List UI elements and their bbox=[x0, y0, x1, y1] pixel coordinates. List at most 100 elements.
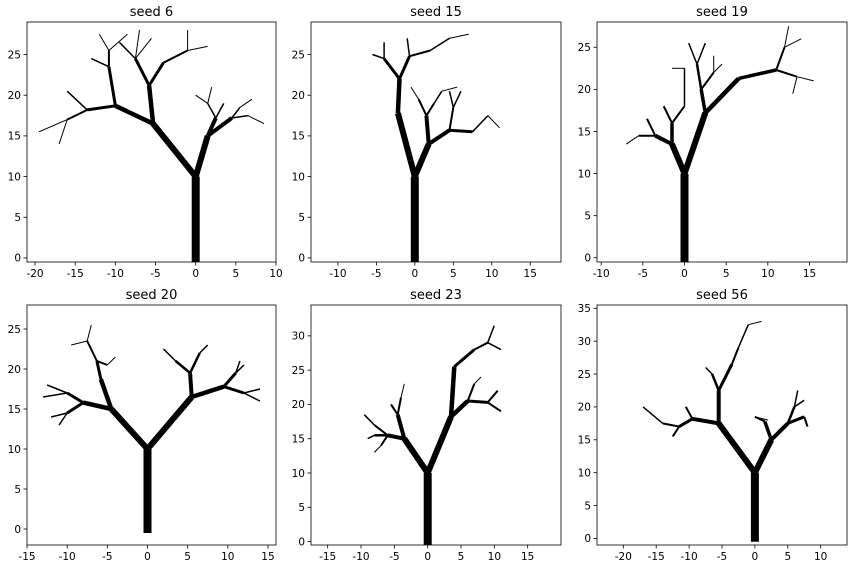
tree-branch bbox=[700, 71, 715, 90]
tree-branch bbox=[730, 347, 740, 365]
y-tick-label: 20 bbox=[578, 84, 591, 96]
tree-branch bbox=[716, 421, 758, 475]
y-tick-label: 20 bbox=[292, 399, 305, 411]
x-tick-label: 5 bbox=[723, 268, 730, 280]
y-tick-label: 30 bbox=[578, 336, 591, 348]
tree-branch bbox=[243, 392, 261, 402]
tree bbox=[363, 325, 502, 545]
tree-branch bbox=[188, 372, 194, 398]
tree-branch bbox=[98, 378, 114, 410]
tree-panel: -10 -5 0 5 10 15 0 5 10 15 20 25 seed 15 bbox=[292, 5, 562, 280]
tree-branch bbox=[471, 115, 489, 133]
tree-branch bbox=[775, 46, 786, 71]
tree-branch bbox=[86, 324, 92, 342]
tree-branch bbox=[82, 400, 112, 412]
tree-branch bbox=[38, 119, 68, 133]
tree-branch bbox=[66, 109, 88, 121]
tree-branch bbox=[738, 68, 777, 81]
tree-branch bbox=[669, 142, 688, 175]
tree-branch bbox=[671, 105, 686, 124]
x-tick-label: 5 bbox=[232, 268, 239, 280]
tree-branch bbox=[433, 90, 443, 104]
x-tick-label: -10 bbox=[59, 551, 76, 563]
tree-branch bbox=[363, 414, 375, 426]
x-tick-label: 0 bbox=[424, 551, 431, 563]
tree-branch bbox=[793, 390, 799, 408]
y-tick-label: 15 bbox=[8, 131, 21, 143]
tree-branch bbox=[109, 406, 150, 452]
tree-branch bbox=[86, 340, 98, 362]
tree-branch bbox=[748, 320, 762, 326]
x-tick-label: -5 bbox=[150, 268, 160, 280]
tree-branch bbox=[681, 111, 709, 175]
tree-branch bbox=[163, 49, 189, 64]
x-tick-label: 0 bbox=[412, 268, 419, 280]
tree-branch bbox=[449, 128, 473, 134]
tree bbox=[42, 324, 261, 533]
y-tick-label: 25 bbox=[292, 365, 305, 377]
tree-branch bbox=[662, 422, 680, 428]
x-tick-label: -5 bbox=[638, 268, 648, 280]
tree-branch bbox=[699, 89, 708, 114]
axes-frame bbox=[310, 21, 562, 263]
panel-title: seed 56 bbox=[696, 288, 748, 303]
tree-branch bbox=[754, 416, 769, 421]
tree-branch bbox=[86, 104, 116, 112]
tree-branch bbox=[406, 38, 411, 57]
tree-branch bbox=[207, 103, 217, 119]
y-tick-label: 25 bbox=[578, 42, 591, 54]
tree-branch bbox=[215, 103, 225, 119]
tree-branch bbox=[763, 420, 773, 441]
tree-branch bbox=[235, 360, 241, 374]
tree-branch bbox=[382, 57, 401, 80]
x-tick-label: 15 bbox=[524, 268, 537, 280]
tree-branch bbox=[395, 78, 402, 114]
y-tick-label: 5 bbox=[14, 212, 21, 224]
y-tick-label: 25 bbox=[8, 324, 21, 336]
tree-branch bbox=[162, 348, 177, 362]
tree-branch bbox=[58, 119, 68, 145]
x-tick-label: -10 bbox=[107, 268, 124, 280]
panel-title: seed 20 bbox=[126, 288, 178, 303]
tree-branch bbox=[775, 69, 798, 78]
tree-branch bbox=[448, 107, 455, 131]
x-tick-label: -10 bbox=[329, 268, 346, 280]
tree-branch bbox=[449, 399, 470, 419]
x-tick-label: 5 bbox=[458, 551, 465, 563]
y-tick-label: 0 bbox=[298, 253, 305, 265]
tree-branch bbox=[448, 91, 455, 108]
tree-branch bbox=[395, 414, 407, 440]
tree-branch bbox=[688, 42, 698, 65]
y-tick-label: 0 bbox=[14, 253, 21, 265]
tree-branch bbox=[703, 76, 741, 115]
tree-branch bbox=[625, 135, 639, 145]
tree-branch bbox=[646, 118, 657, 137]
tree-branch bbox=[642, 406, 664, 424]
tree-branch bbox=[453, 348, 476, 368]
tree-branch bbox=[487, 115, 500, 129]
tree-branch bbox=[195, 94, 208, 104]
x-tick-label: 5 bbox=[450, 268, 457, 280]
y-tick-label: 10 bbox=[292, 468, 305, 480]
tree-branch bbox=[473, 341, 489, 351]
tree-branch bbox=[710, 373, 720, 391]
panel-title: seed 19 bbox=[696, 5, 748, 20]
tree-panel: -15 -10 -5 0 5 10 15 0 5 10 15 20 25 seed 20 bbox=[8, 288, 277, 563]
y-tick-label: 5 bbox=[14, 484, 21, 496]
tree-branch bbox=[737, 324, 749, 348]
y-tick-label: 5 bbox=[298, 502, 305, 514]
y-tick-label: 30 bbox=[292, 331, 305, 343]
tree-branch bbox=[695, 63, 703, 90]
tree-branch bbox=[231, 114, 249, 119]
axes-frame bbox=[310, 304, 562, 546]
tree-branch bbox=[118, 41, 136, 60]
tree-panel: -20 -15 -10 -5 0 5 10 0 5 10 15 20 25 30 35 seed 56 bbox=[578, 288, 848, 563]
tree-branch bbox=[487, 325, 495, 343]
tree-branch bbox=[239, 98, 253, 108]
tree-branch bbox=[96, 360, 108, 366]
tree-branch bbox=[135, 37, 152, 59]
tree-branch bbox=[427, 128, 451, 146]
tree-branch bbox=[134, 30, 140, 59]
tree-branch bbox=[662, 105, 673, 124]
